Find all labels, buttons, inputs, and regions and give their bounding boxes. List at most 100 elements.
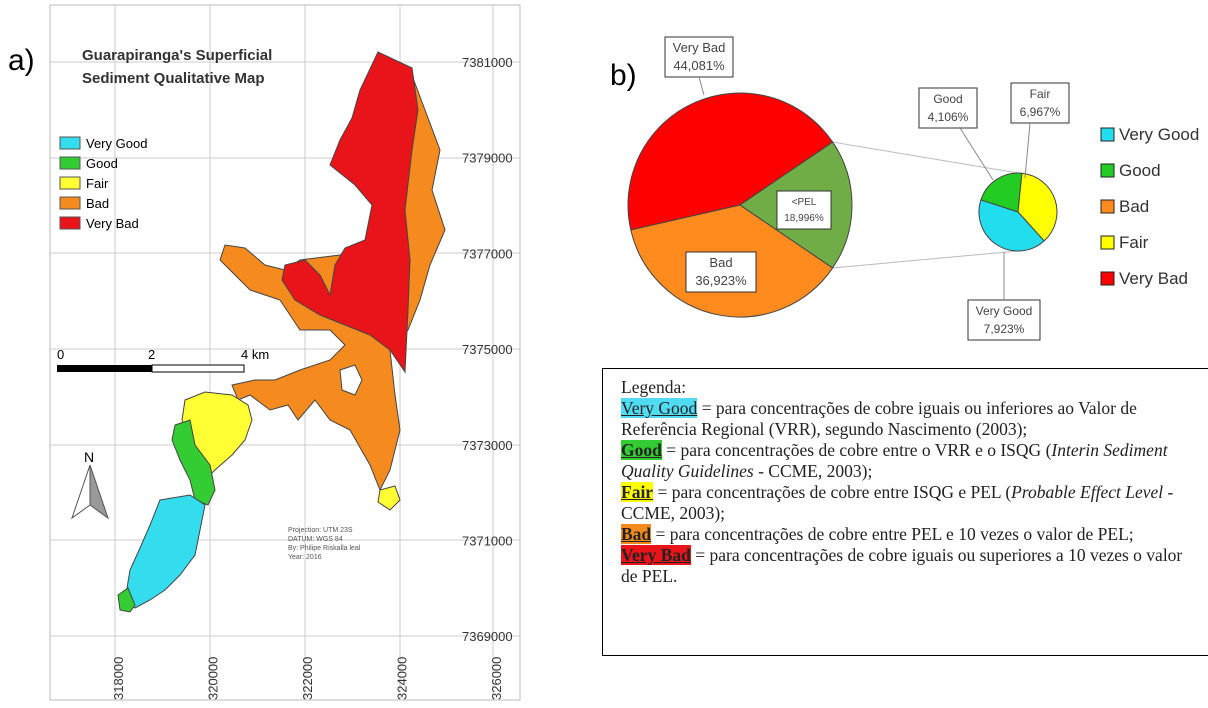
legend-swatch xyxy=(59,136,81,150)
pie-slice xyxy=(627,92,834,231)
legend-label: Fair xyxy=(1119,233,1149,252)
map-frame xyxy=(49,4,521,701)
connector-line xyxy=(832,250,1019,269)
data-label-category: <PEL xyxy=(792,197,817,208)
data-label-box xyxy=(967,299,1041,341)
legend-label: Very Good xyxy=(86,136,147,151)
legenda-term: Very Good xyxy=(621,398,698,418)
legend-swatch xyxy=(1100,235,1115,250)
easting-label: 322000 xyxy=(300,657,315,700)
map-title: Guarapiranga's Superficial xyxy=(82,47,272,64)
data-label-value: 4,106% xyxy=(928,110,969,124)
fair-zone-small xyxy=(377,485,401,511)
map-credit: Year: 2016 xyxy=(288,554,322,561)
northing-label: 7369000 xyxy=(462,629,513,644)
good-zone-south xyxy=(117,587,136,613)
reservoir-map xyxy=(117,51,446,613)
scale-label: 2 xyxy=(148,347,155,362)
legenda-text: - CCME, 2003); xyxy=(753,461,873,481)
legenda-term: Good xyxy=(621,440,662,460)
northing-label: 7373000 xyxy=(462,438,513,453)
pie-slice xyxy=(978,199,1045,252)
legenda-term: Very Bad xyxy=(621,545,691,565)
northing-label: 7377000 xyxy=(462,246,513,261)
easting-label: 318000 xyxy=(111,657,126,700)
legend-swatch xyxy=(1100,271,1115,286)
legend-label: Good xyxy=(86,156,118,171)
data-label-value: 7,923% xyxy=(984,322,1025,336)
data-label-box xyxy=(685,251,757,293)
legenda-text: = para concentrações de cobre iguais ou … xyxy=(621,398,1137,439)
legend-swatch xyxy=(59,156,81,170)
north-arrow xyxy=(71,464,109,520)
very-bad-zone xyxy=(281,51,419,374)
legenda-text: = para concentrações de cobre entre ISQG… xyxy=(653,482,1012,502)
very-good-zone xyxy=(124,494,206,609)
legend-swatch xyxy=(59,176,81,190)
legend-swatch xyxy=(1100,127,1115,142)
legenda-item: Very Good = para concentrações de cobre … xyxy=(621,398,1199,440)
data-label-value: 44,081% xyxy=(673,58,725,73)
legenda-item: Very Bad = para concentrações de cobre i… xyxy=(621,545,1199,587)
data-label-box xyxy=(1010,82,1070,124)
legend-label: Fair xyxy=(86,176,109,191)
label-leader xyxy=(959,127,994,181)
legend-label: Bad xyxy=(86,196,109,211)
data-label-category: Fair xyxy=(1030,87,1051,101)
legend-label: Very Good xyxy=(1119,125,1199,144)
northing-label: 7381000 xyxy=(462,55,513,70)
legenda-item: Good = para concentrações de cobre entre… xyxy=(621,440,1199,482)
northing-label: 7371000 xyxy=(462,534,513,549)
legend-swatch xyxy=(1100,163,1115,178)
pie-slice xyxy=(1017,172,1058,242)
connector-line xyxy=(832,141,1019,174)
data-label-value: 6,967% xyxy=(1020,105,1061,119)
legenda-italic: Probable Effect Level xyxy=(1011,482,1164,502)
data-label-box xyxy=(664,36,734,78)
legenda-item: Bad = para concentrações de cobre entre … xyxy=(621,524,1199,545)
data-label-value: 18,996% xyxy=(784,213,824,224)
northing-label: 7379000 xyxy=(462,151,513,166)
legenda-heading: Legenda: xyxy=(621,377,687,397)
legend-label: Bad xyxy=(1119,197,1149,216)
island xyxy=(339,364,363,396)
label-leader xyxy=(1024,122,1031,179)
data-label-category: Very Good xyxy=(976,304,1033,318)
legend-label: Good xyxy=(1119,161,1161,180)
easting-label: 326000 xyxy=(489,657,504,700)
legenda-box: Legenda: Very Good = para concentrações d… xyxy=(602,368,1208,656)
legenda-text: = para concentrações de cobre entre PEL … xyxy=(651,524,1134,544)
legenda-text: - CCME, 2003); xyxy=(621,482,1174,523)
pie-slice xyxy=(980,172,1023,213)
data-label-category: Good xyxy=(933,92,962,106)
map-credit: DATUM: WGS 84 xyxy=(288,536,343,543)
panel-label: b) xyxy=(610,59,637,92)
legenda-item: Fair = para concentrações de cobre entre… xyxy=(621,482,1199,524)
easting-label: 324000 xyxy=(395,657,410,700)
scale-label: 4 km xyxy=(241,347,269,362)
legenda-term: Bad xyxy=(621,524,652,544)
map-credit: Projection: UTM 23S xyxy=(288,527,353,534)
legenda-term: Fair xyxy=(621,482,654,502)
scale-bar xyxy=(57,364,245,373)
legend-swatch xyxy=(59,216,81,230)
data-label-category: Bad xyxy=(709,255,732,270)
legend-label: Very Bad xyxy=(86,216,139,231)
easting-label: 320000 xyxy=(206,657,221,700)
label-leader xyxy=(698,76,705,96)
data-label-box xyxy=(918,87,978,129)
legend-swatch xyxy=(59,196,81,210)
data-label-category: Very Bad xyxy=(673,40,726,55)
legenda-text: = para concentrações de cobre iguais ou … xyxy=(621,545,1183,586)
map-credit: By: Philipe Riskalla leal xyxy=(288,545,361,552)
north-label: N xyxy=(84,449,94,465)
legenda-text: = para concentrações de cobre entre o VR… xyxy=(661,440,1052,460)
data-label-box xyxy=(776,190,832,230)
panel-label: a) xyxy=(8,44,35,77)
data-label-value: 36,923% xyxy=(695,273,747,288)
good-zone xyxy=(171,419,216,506)
northing-label: 7375000 xyxy=(462,342,513,357)
scale-label: 0 xyxy=(57,347,64,362)
